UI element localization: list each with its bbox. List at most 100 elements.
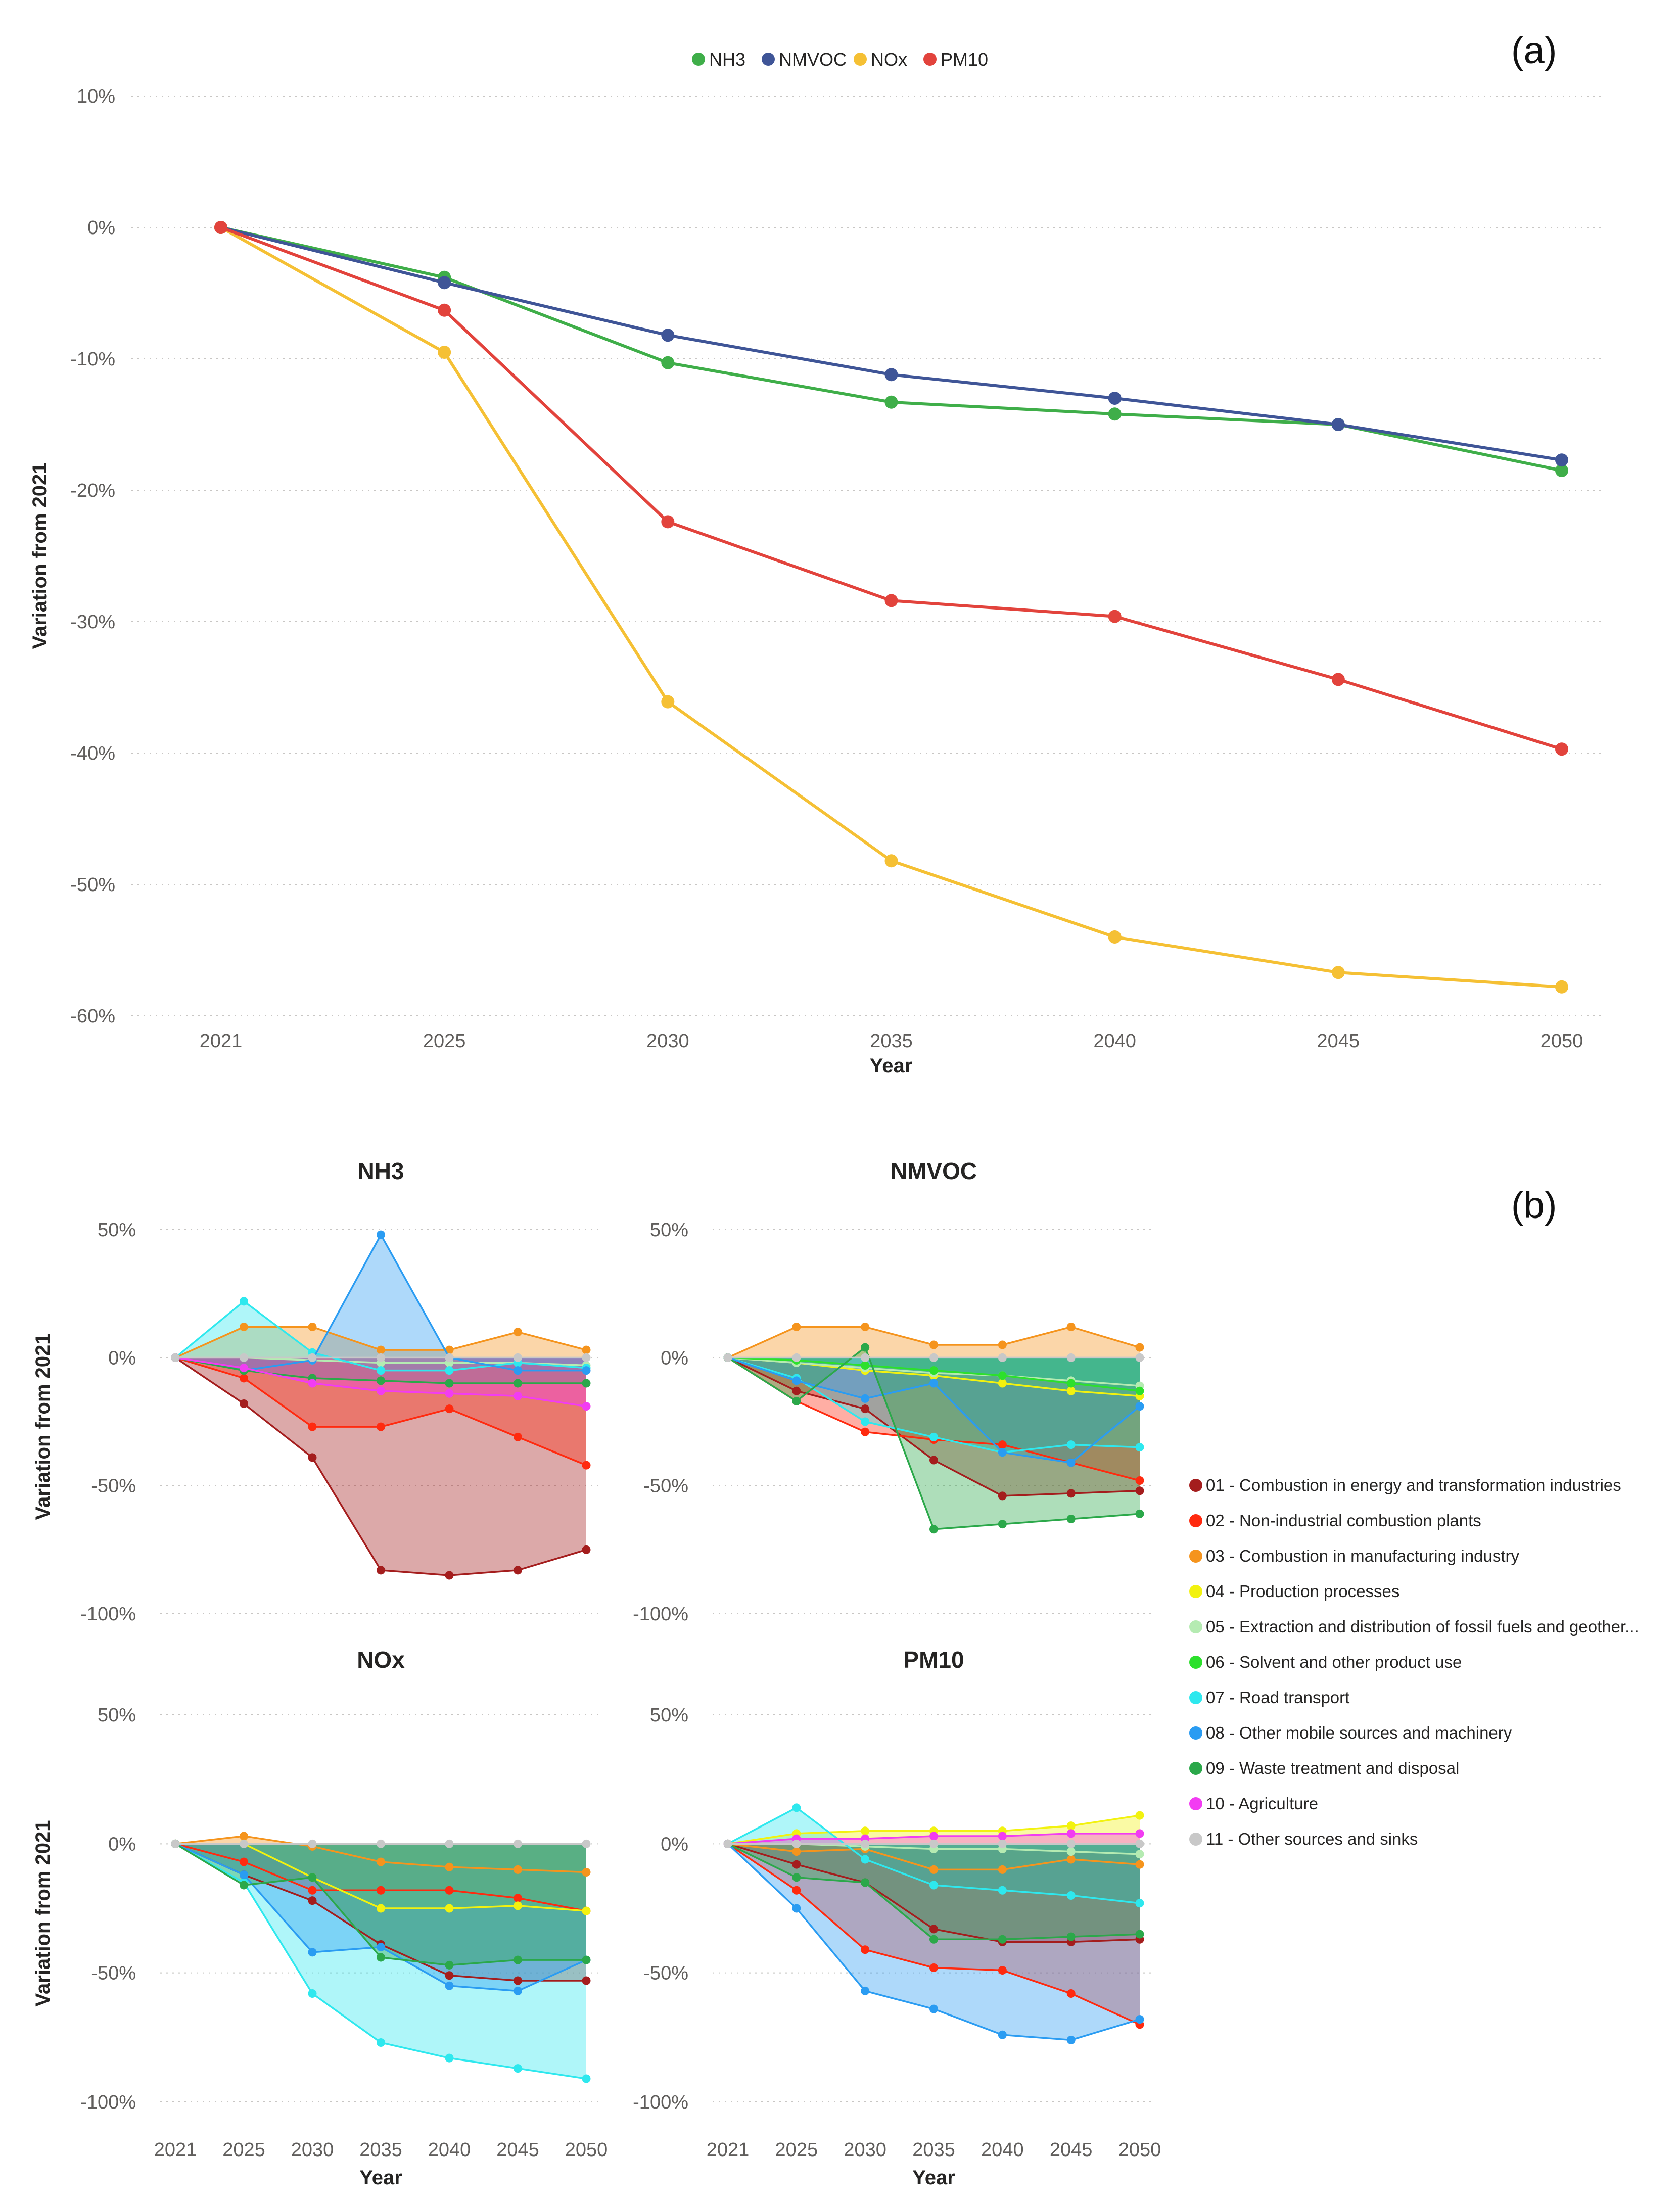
data-point[interactable] — [998, 1865, 1007, 1874]
data-point[interactable] — [792, 1323, 801, 1332]
data-point[interactable] — [582, 1955, 591, 1964]
data-point[interactable] — [929, 1935, 938, 1944]
data-point[interactable] — [1108, 407, 1122, 421]
data-point[interactable] — [445, 1971, 454, 1980]
data-point[interactable] — [661, 695, 675, 709]
data-point[interactable] — [308, 1353, 317, 1362]
data-point[interactable] — [582, 2074, 591, 2083]
data-point[interactable] — [1066, 1891, 1076, 1900]
data-point[interactable] — [240, 1870, 248, 1880]
data-point[interactable] — [929, 1432, 938, 1441]
data-point[interactable] — [308, 1379, 317, 1388]
data-point[interactable] — [861, 1839, 870, 1848]
data-point[interactable] — [861, 1343, 870, 1352]
data-point[interactable] — [438, 346, 451, 359]
data-point[interactable] — [1135, 1860, 1144, 1869]
data-point[interactable] — [1066, 1458, 1076, 1467]
data-point[interactable] — [792, 1839, 801, 1848]
data-point[interactable] — [1066, 1829, 1076, 1838]
data-point[interactable] — [1135, 1343, 1144, 1352]
data-point[interactable] — [240, 1297, 248, 1306]
data-point[interactable] — [861, 1945, 870, 1954]
data-point[interactable] — [514, 1379, 522, 1388]
data-point[interactable] — [1066, 1855, 1076, 1864]
legend-item-nh3[interactable]: NH3 — [692, 49, 745, 70]
data-point[interactable] — [1066, 1489, 1076, 1498]
data-point[interactable] — [240, 1323, 248, 1332]
legend-item-sector-07[interactable]: 07 - Road transport — [1189, 1688, 1349, 1707]
data-point[interactable] — [240, 1353, 248, 1362]
data-point[interactable] — [308, 1422, 317, 1431]
data-point[interactable] — [582, 1353, 591, 1362]
legend-item-sector-05[interactable]: 05 - Extraction and distribution of foss… — [1189, 1617, 1639, 1636]
data-point[interactable] — [514, 1865, 522, 1874]
data-point[interactable] — [514, 1986, 522, 1995]
legend-item-sector-11[interactable]: 11 - Other sources and sinks — [1189, 1830, 1418, 1848]
data-point[interactable] — [445, 1886, 454, 1895]
data-point[interactable] — [1066, 1353, 1076, 1362]
data-point[interactable] — [214, 221, 227, 234]
data-point[interactable] — [445, 2053, 454, 2063]
data-point[interactable] — [998, 1371, 1007, 1380]
data-point[interactable] — [998, 1448, 1007, 1457]
data-point[interactable] — [861, 1361, 870, 1370]
data-point[interactable] — [582, 1402, 591, 1411]
data-point[interactable] — [929, 1963, 938, 1972]
data-point[interactable] — [1135, 1930, 1144, 1939]
data-point[interactable] — [377, 1366, 385, 1375]
data-point[interactable] — [1066, 1440, 1076, 1449]
data-point[interactable] — [861, 1323, 870, 1332]
data-point[interactable] — [308, 1323, 317, 1332]
legend-item-nmvoc[interactable]: NMVOC — [762, 49, 847, 70]
data-point[interactable] — [514, 1901, 522, 1910]
data-point[interactable] — [1135, 2015, 1144, 2024]
data-point[interactable] — [308, 1453, 317, 1462]
data-point[interactable] — [998, 1839, 1007, 1848]
data-point[interactable] — [1066, 1515, 1076, 1524]
legend-item-sector-10[interactable]: 10 - Agriculture — [1189, 1794, 1318, 1813]
legend-item-sector-08[interactable]: 08 - Other mobile sources and machinery — [1189, 1723, 1512, 1742]
data-point[interactable] — [377, 1422, 385, 1431]
data-point[interactable] — [445, 1366, 454, 1375]
legend-item-sector-06[interactable]: 06 - Solvent and other product use — [1189, 1653, 1462, 1671]
data-point[interactable] — [1331, 966, 1345, 979]
data-point[interactable] — [661, 515, 675, 529]
data-point[interactable] — [1135, 1850, 1144, 1859]
data-point[interactable] — [514, 2064, 522, 2073]
data-point[interactable] — [582, 1461, 591, 1470]
data-point[interactable] — [514, 1328, 522, 1337]
data-point[interactable] — [308, 1886, 317, 1895]
data-point[interactable] — [1066, 1839, 1076, 1848]
data-point[interactable] — [240, 1374, 248, 1383]
data-point[interactable] — [792, 1386, 801, 1395]
data-point[interactable] — [998, 1340, 1007, 1349]
data-point[interactable] — [1066, 1847, 1076, 1856]
data-point[interactable] — [998, 1966, 1007, 1975]
data-point[interactable] — [792, 1886, 801, 1895]
data-point[interactable] — [998, 1491, 1007, 1501]
data-point[interactable] — [1066, 1379, 1076, 1388]
data-point[interactable] — [445, 1981, 454, 1990]
data-point[interactable] — [582, 1868, 591, 1877]
data-point[interactable] — [792, 1860, 801, 1869]
data-point[interactable] — [1066, 1323, 1076, 1332]
data-point[interactable] — [514, 1391, 522, 1400]
data-point[interactable] — [998, 1520, 1007, 1529]
data-point[interactable] — [1108, 610, 1122, 623]
data-point[interactable] — [377, 1953, 385, 1962]
data-point[interactable] — [1555, 464, 1568, 477]
data-point[interactable] — [514, 1894, 522, 1903]
data-point[interactable] — [1135, 1353, 1144, 1362]
data-point[interactable] — [582, 1345, 591, 1354]
data-point[interactable] — [1108, 930, 1122, 944]
data-point[interactable] — [308, 1839, 317, 1848]
data-point[interactable] — [1135, 1476, 1144, 1485]
data-point[interactable] — [1555, 980, 1568, 994]
data-point[interactable] — [1066, 2035, 1076, 2044]
data-point[interactable] — [377, 1345, 385, 1354]
data-point[interactable] — [884, 395, 898, 409]
data-point[interactable] — [1135, 1486, 1144, 1495]
data-point[interactable] — [1066, 1821, 1076, 1831]
data-point[interactable] — [723, 1353, 732, 1362]
data-point[interactable] — [861, 1986, 870, 1995]
